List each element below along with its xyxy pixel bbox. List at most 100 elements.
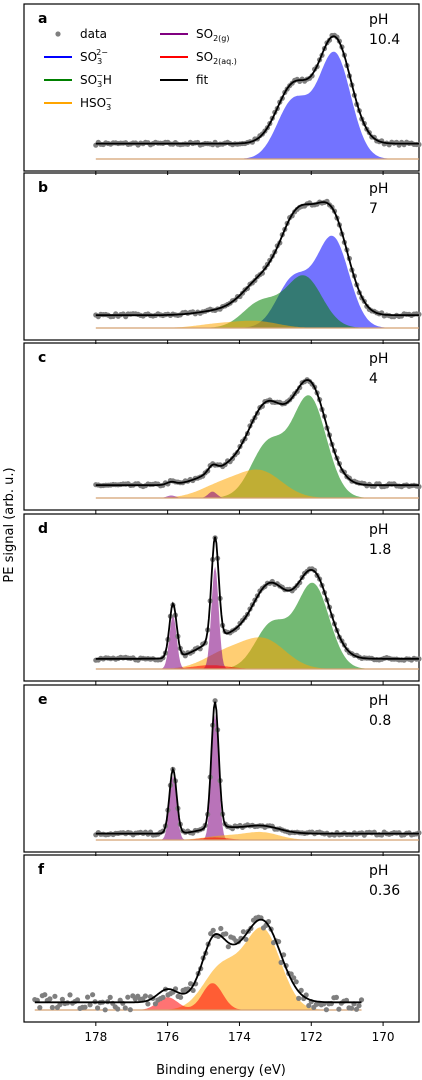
data-point xyxy=(210,927,216,933)
panel-letter: b xyxy=(38,180,48,196)
data-point xyxy=(358,997,365,1003)
y-axis-label: PE signal (arb. u.) xyxy=(2,467,17,582)
legend-entry-so2g: SO2(g) xyxy=(160,27,229,43)
data-point xyxy=(291,975,297,981)
component-so3h xyxy=(95,275,420,328)
data-point xyxy=(323,1007,329,1013)
data-point xyxy=(152,1001,158,1007)
data-point xyxy=(296,995,302,1002)
component-hso3 xyxy=(95,320,420,328)
component-so2g xyxy=(95,714,420,840)
x-tick-label: 176 xyxy=(156,1030,179,1044)
ph-label: pH xyxy=(369,12,388,28)
fit-line xyxy=(95,201,419,317)
data-point xyxy=(306,1003,312,1009)
legend-entry-hso3: HSO3− xyxy=(44,94,112,112)
x-tick-label: 178 xyxy=(84,1030,107,1044)
panel-frame xyxy=(23,342,420,511)
fit-line xyxy=(34,918,362,1004)
data-point xyxy=(218,925,224,932)
panel-a: a pH 10.4 xyxy=(23,3,422,175)
data-point xyxy=(49,1004,56,1011)
ph-label: pH xyxy=(369,181,388,197)
x-tick-label: 170 xyxy=(372,1030,395,1044)
data-point xyxy=(102,1007,108,1013)
panel-c: c pH 4 xyxy=(23,342,422,514)
component-so3 xyxy=(95,51,420,160)
data-point xyxy=(95,1005,101,1011)
data-point xyxy=(115,1006,121,1012)
panel-frame xyxy=(23,684,420,853)
legend: data SO32− SO3−H HSO3− SO2(g) SO2(aq.) fit xyxy=(44,27,237,112)
data-point xyxy=(125,994,131,1000)
x-tick-label: 172 xyxy=(300,1030,323,1044)
data-point xyxy=(85,994,91,1000)
data-point xyxy=(160,994,166,1001)
ph-value: 1.8 xyxy=(369,542,391,558)
component-hso3 xyxy=(95,469,420,498)
data-point xyxy=(278,959,284,966)
component-so2g xyxy=(95,566,420,669)
fit-line xyxy=(95,35,419,145)
data-point xyxy=(348,1005,355,1011)
legend-label: fit xyxy=(196,73,209,87)
ph-label: pH xyxy=(369,522,388,538)
data-point xyxy=(212,698,218,704)
data-point xyxy=(333,994,339,1001)
legend-entry-fit: fit xyxy=(160,73,209,87)
data-point xyxy=(243,936,249,942)
component-hso3 xyxy=(95,831,420,840)
ph-value: 0.8 xyxy=(369,713,391,729)
ph-label: pH xyxy=(369,351,388,367)
legend-label: HSO3− xyxy=(80,94,112,112)
component-so3 xyxy=(95,235,420,328)
data-point xyxy=(188,981,194,987)
legend-entry-so3h: SO3−H xyxy=(44,71,112,89)
ph-value: 0.36 xyxy=(369,883,400,899)
panel-frame xyxy=(23,3,420,172)
data-point xyxy=(107,994,113,1001)
legend-label: SO2(aq.) xyxy=(196,50,237,66)
data-point xyxy=(42,992,48,998)
data-point xyxy=(59,996,65,1002)
component-hso3 xyxy=(34,927,362,1010)
x-tick-label: 174 xyxy=(228,1030,251,1044)
panel-frame xyxy=(23,854,420,1023)
data-point xyxy=(416,311,422,317)
data-point xyxy=(52,993,58,999)
panel-b: b pH 7 xyxy=(23,172,422,344)
legend-label: SO2(g) xyxy=(196,27,229,43)
ph-value: 10.4 xyxy=(369,32,400,48)
panel-letter: e xyxy=(38,692,48,708)
legend-label: SO3−H xyxy=(80,71,112,89)
data-point xyxy=(178,994,184,1000)
data-point xyxy=(47,996,53,1002)
panel-letter: c xyxy=(38,350,46,366)
data-point xyxy=(82,1004,88,1010)
data-point xyxy=(37,1005,43,1011)
component-hso3 xyxy=(95,637,420,669)
data-point xyxy=(240,929,246,935)
data-point xyxy=(223,931,229,937)
ph-value: 4 xyxy=(369,371,378,387)
ph-label: pH xyxy=(369,863,388,879)
panel-frame xyxy=(23,172,420,341)
data-point xyxy=(90,992,96,998)
panel-letter: a xyxy=(38,11,47,27)
component-so3h xyxy=(95,582,420,669)
legend-entry-so2aq: SO2(aq.) xyxy=(160,50,237,66)
x-axis-label: Binding energy (eV) xyxy=(156,1063,286,1078)
data-point xyxy=(145,1001,151,1007)
panel-e: e pH 0.8 xyxy=(23,684,422,856)
data-point xyxy=(356,1003,362,1009)
legend-label: SO32− xyxy=(80,48,108,66)
data-point xyxy=(122,1005,128,1011)
component-so2aq xyxy=(34,983,362,1010)
data-point xyxy=(142,993,148,999)
legend-entry-so3: SO32− xyxy=(44,48,108,66)
data-point xyxy=(87,1002,93,1008)
data-point xyxy=(293,979,299,985)
fit-line xyxy=(95,536,419,660)
fit-line xyxy=(95,379,419,487)
